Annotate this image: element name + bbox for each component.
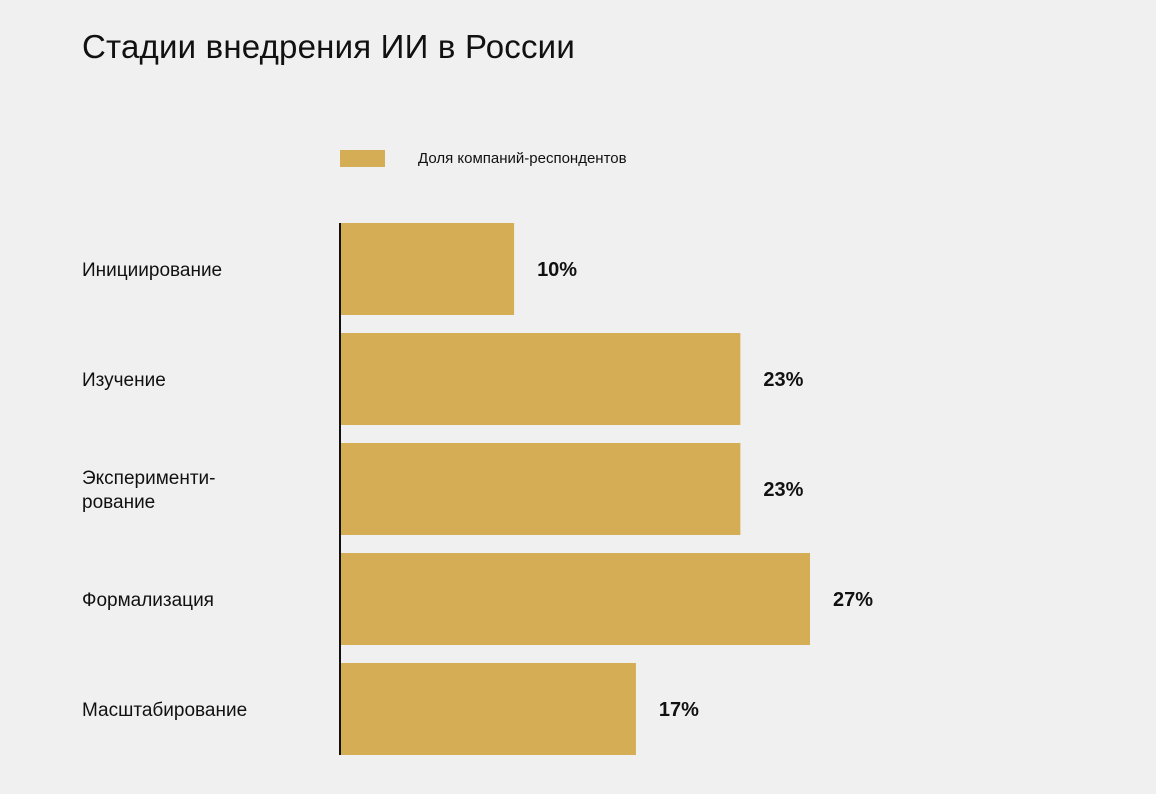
value-label-2: 23% — [763, 369, 803, 391]
category-label-2: Изучение — [82, 370, 166, 391]
legend-label: Доля компаний-респондентов — [418, 149, 627, 167]
chart-title: Стадии внедрения ИИ в России — [82, 28, 575, 65]
bar-1 — [340, 223, 515, 315]
bar-2 — [340, 333, 741, 425]
value-label-1: 10% — [537, 259, 577, 281]
category-label-3: Эксперименти-рование — [82, 468, 215, 513]
category-label-4: Формализация — [82, 590, 214, 611]
legend: Доля компаний-респондентов — [340, 148, 627, 168]
category-label-5: Масштабирование — [82, 700, 247, 721]
bar-5 — [340, 663, 636, 755]
legend-swatch — [340, 149, 385, 167]
bar-4 — [340, 553, 810, 645]
value-label-4: 27% — [833, 589, 873, 611]
bar-3 — [340, 443, 741, 535]
category-label-1: Инициирование — [82, 260, 222, 281]
value-label-3: 23% — [763, 479, 803, 501]
value-label-5: 17% — [659, 699, 699, 721]
